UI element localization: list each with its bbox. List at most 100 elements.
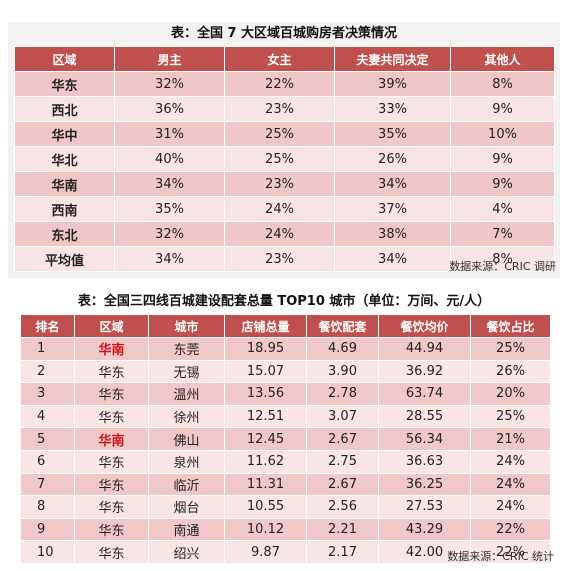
header-cell: 区域 [14, 46, 115, 72]
city-cell: 东莞 [148, 337, 225, 361]
value-cell: 12.51 [224, 404, 307, 429]
value-cell: 24% [470, 472, 551, 497]
table-row: 7 华东 临沂 11.31 2.67 36.25 24% [20, 472, 551, 497]
value-cell: 11.31 [224, 472, 307, 497]
table1-title: 表：全国 7 大区域百城购房者决策情况 [170, 26, 398, 41]
table-row: 东北 32% 24% 38% 7% [14, 221, 555, 247]
header-cell: 其他人 [450, 46, 555, 72]
table-row: 8 华东 烟台 10.55 2.56 27.53 24% [20, 495, 551, 519]
table2-header-row: 排名 区域 城市 店铺总量 餐饮配套 餐饮均价 餐饮占比 [20, 314, 551, 338]
table-row: 华北 40% 25% 26% 9% [14, 146, 555, 172]
city-cell: 温州 [148, 382, 225, 406]
value-cell: 21% [470, 427, 551, 451]
region-cell: 西北 [14, 96, 115, 122]
value-cell: 24% [470, 495, 551, 519]
region-cell: 华东 [74, 359, 149, 384]
table1-source: 数据来源：CRIC 调研 [449, 260, 556, 273]
region-cell: 东北 [14, 221, 115, 247]
table-row: 6 华东 泉州 11.62 2.75 36.63 24% [20, 449, 551, 474]
value-cell: 7% [450, 221, 555, 247]
value-cell: 32% [114, 71, 225, 97]
value-cell: 36.25 [378, 472, 471, 497]
header-cell: 餐饮均价 [378, 314, 471, 338]
value-cell: 63.74 [378, 382, 471, 406]
value-cell: 24% [224, 221, 335, 247]
value-cell: 10% [450, 121, 555, 147]
rank-cell: 4 [20, 404, 75, 429]
table-row: 2 华东 无锡 15.07 3.90 36.92 26% [20, 359, 551, 384]
value-cell: 10.12 [224, 517, 307, 542]
region-cell: 华东 [74, 382, 149, 406]
table-row: 5 华南 佛山 12.45 2.67 56.34 21% [20, 427, 551, 451]
value-cell: 10.55 [224, 495, 307, 519]
rank-cell: 9 [20, 517, 75, 542]
region-cell: 华北 [14, 146, 115, 172]
value-cell: 2.21 [306, 517, 379, 542]
value-cell: 22% [224, 71, 335, 97]
value-cell: 23% [224, 96, 335, 122]
value-cell: 4.69 [306, 337, 379, 361]
value-cell: 35% [114, 196, 225, 222]
city-cell: 无锡 [148, 359, 225, 384]
region-cell: 华东 [74, 449, 149, 474]
region-cell: 西南 [14, 196, 115, 222]
table-row: 4 华东 徐州 12.51 3.07 28.55 25% [20, 404, 551, 429]
table-row: 西北 36% 23% 33% 9% [14, 96, 555, 122]
value-cell: 22% [470, 517, 551, 542]
value-cell: 8% [450, 71, 555, 97]
rank-cell: 1 [20, 337, 75, 361]
value-cell: 25% [224, 146, 335, 172]
top10-table: 排名 区域 城市 店铺总量 餐饮配套 餐饮均价 餐饮占比 1 华南 东莞 18.95 4… [20, 314, 551, 564]
value-cell: 44.94 [378, 337, 471, 361]
region-cell: 华南 [74, 427, 149, 451]
header-cell: 城市 [148, 314, 225, 338]
region-cell: 华东 [74, 495, 149, 519]
region-cell: 华东 [74, 472, 149, 497]
value-cell: 39% [334, 71, 451, 97]
value-cell: 56.34 [378, 427, 471, 451]
value-cell: 34% [334, 171, 451, 197]
value-cell: 24% [470, 449, 551, 474]
value-cell: 33% [334, 96, 451, 122]
header-cell: 店铺总量 [224, 314, 307, 338]
value-cell: 31% [114, 121, 225, 147]
value-cell: 36.92 [378, 359, 471, 384]
table2-source: 数据来源：CRIC 统计 [447, 550, 554, 563]
decision-table: 区域 男主 女主 夫妻共同决定 其他人 华东 32% 22% 39% 8% 西北 36% 23… [14, 46, 555, 272]
table-row: 10 华东 绍兴 9.87 2.17 42.00 22% [20, 540, 551, 564]
value-cell: 20% [470, 382, 551, 406]
value-cell: 18.95 [224, 337, 307, 361]
value-cell: 27.53 [378, 495, 471, 519]
rank-cell: 7 [20, 472, 75, 497]
value-cell: 40% [114, 146, 225, 172]
region-cell: 华东 [74, 517, 149, 542]
value-cell: 36.63 [378, 449, 471, 474]
value-cell: 26% [334, 146, 451, 172]
table-row: 平均值 34% 23% 34% 8% [14, 246, 555, 272]
value-cell: 2.75 [306, 449, 379, 474]
region-cell: 华东 [74, 540, 149, 564]
rank-cell: 10 [20, 540, 75, 564]
value-cell: 3.90 [306, 359, 379, 384]
table-row: 华东 32% 22% 39% 8% [14, 71, 555, 97]
value-cell: 34% [114, 171, 225, 197]
table-row: 1 华南 东莞 18.95 4.69 44.94 25% [20, 337, 551, 361]
value-cell: 25% [470, 404, 551, 429]
region-cell: 华南 [14, 171, 115, 197]
region-cell: 华东 [14, 71, 115, 97]
table1-header-row: 区域 男主 女主 夫妻共同决定 其他人 [14, 46, 555, 72]
value-cell: 23% [224, 246, 335, 272]
city-cell: 泉州 [148, 449, 225, 474]
value-cell: 2.78 [306, 382, 379, 406]
value-cell: 42.00 [378, 540, 471, 564]
value-cell: 34% [114, 246, 225, 272]
value-cell: 2.17 [306, 540, 379, 564]
city-cell: 绍兴 [148, 540, 225, 564]
value-cell: 12.45 [224, 427, 307, 451]
rank-cell: 8 [20, 495, 75, 519]
value-cell: 36% [114, 96, 225, 122]
rank-cell: 2 [20, 359, 75, 384]
value-cell: 37% [334, 196, 451, 222]
value-cell: 28.55 [378, 404, 471, 429]
table-row: 华中 31% 25% 35% 10% [14, 121, 555, 147]
